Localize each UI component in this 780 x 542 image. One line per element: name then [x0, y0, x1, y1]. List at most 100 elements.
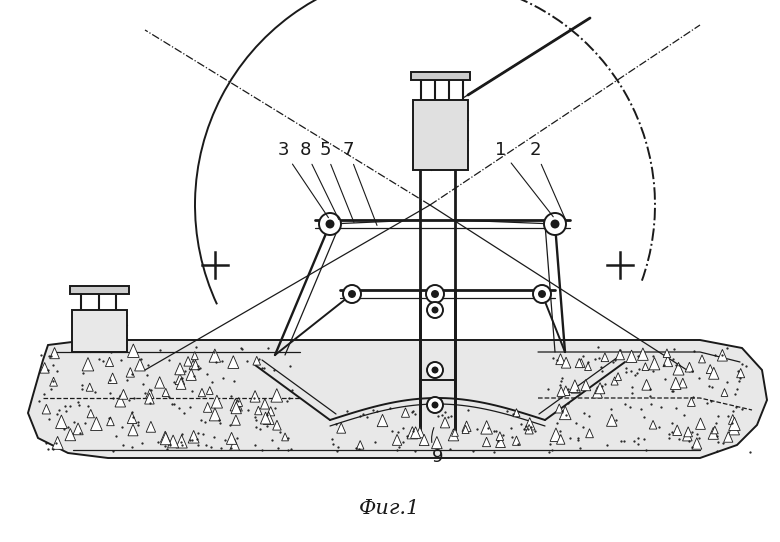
Circle shape — [426, 285, 444, 303]
Polygon shape — [228, 356, 239, 369]
Polygon shape — [569, 380, 580, 392]
Polygon shape — [52, 436, 63, 449]
Bar — [413, 100, 468, 170]
Polygon shape — [601, 353, 608, 362]
Polygon shape — [555, 404, 563, 413]
Polygon shape — [231, 402, 242, 414]
Polygon shape — [161, 433, 171, 445]
Polygon shape — [250, 391, 260, 402]
Text: 7: 7 — [342, 141, 377, 225]
Polygon shape — [649, 421, 657, 429]
Polygon shape — [562, 357, 571, 368]
Polygon shape — [146, 421, 156, 432]
Polygon shape — [550, 428, 562, 441]
Polygon shape — [684, 427, 693, 437]
Polygon shape — [55, 415, 67, 428]
Polygon shape — [407, 427, 417, 439]
Polygon shape — [524, 418, 535, 430]
Polygon shape — [378, 414, 388, 427]
Polygon shape — [718, 350, 728, 361]
Polygon shape — [73, 423, 83, 435]
Polygon shape — [581, 379, 590, 391]
Circle shape — [319, 213, 341, 235]
Polygon shape — [679, 378, 687, 388]
Polygon shape — [161, 431, 170, 442]
Circle shape — [427, 397, 443, 413]
Polygon shape — [90, 417, 102, 430]
Text: 1: 1 — [495, 141, 553, 217]
Polygon shape — [642, 363, 649, 371]
Polygon shape — [670, 377, 681, 390]
Polygon shape — [82, 358, 94, 371]
Polygon shape — [420, 434, 429, 446]
Text: 2: 2 — [530, 141, 566, 221]
Bar — [70, 286, 129, 294]
Circle shape — [539, 291, 545, 297]
Polygon shape — [682, 430, 692, 441]
Polygon shape — [144, 393, 154, 404]
Polygon shape — [708, 428, 718, 440]
Polygon shape — [729, 417, 740, 430]
Polygon shape — [685, 362, 693, 372]
Polygon shape — [271, 389, 282, 402]
Polygon shape — [711, 426, 718, 434]
Polygon shape — [562, 386, 570, 396]
Polygon shape — [28, 340, 767, 458]
Circle shape — [551, 221, 558, 228]
Circle shape — [427, 302, 443, 318]
Circle shape — [427, 362, 443, 378]
Polygon shape — [184, 357, 192, 366]
Circle shape — [432, 307, 438, 313]
Circle shape — [544, 213, 566, 235]
Polygon shape — [40, 363, 49, 373]
Polygon shape — [448, 429, 459, 441]
Polygon shape — [452, 429, 459, 436]
Polygon shape — [282, 433, 289, 441]
Polygon shape — [696, 418, 705, 429]
Polygon shape — [577, 359, 585, 367]
Polygon shape — [232, 415, 240, 425]
Polygon shape — [50, 377, 58, 386]
Polygon shape — [663, 349, 671, 358]
Polygon shape — [708, 367, 719, 379]
Polygon shape — [356, 441, 364, 449]
Polygon shape — [431, 436, 442, 449]
Text: 5: 5 — [319, 141, 354, 222]
Polygon shape — [724, 431, 733, 442]
Polygon shape — [253, 356, 261, 365]
Polygon shape — [135, 359, 145, 371]
Bar — [72, 310, 127, 352]
Polygon shape — [87, 409, 94, 418]
Circle shape — [432, 367, 438, 372]
Polygon shape — [586, 429, 594, 438]
Polygon shape — [209, 349, 221, 362]
Polygon shape — [615, 372, 622, 380]
Circle shape — [327, 221, 334, 228]
Polygon shape — [736, 369, 745, 378]
Polygon shape — [337, 423, 346, 433]
Polygon shape — [42, 404, 51, 414]
Polygon shape — [415, 427, 424, 438]
Polygon shape — [513, 409, 520, 417]
Polygon shape — [525, 424, 534, 434]
Polygon shape — [154, 377, 165, 388]
Polygon shape — [267, 406, 275, 416]
Polygon shape — [209, 408, 221, 421]
Polygon shape — [687, 397, 695, 406]
Polygon shape — [127, 344, 139, 357]
Polygon shape — [261, 399, 269, 409]
Polygon shape — [642, 379, 651, 390]
Polygon shape — [512, 436, 520, 446]
Polygon shape — [65, 428, 76, 441]
Polygon shape — [556, 354, 566, 365]
Polygon shape — [559, 406, 571, 420]
Polygon shape — [575, 358, 583, 367]
Text: Фиг.1: Фиг.1 — [360, 499, 420, 518]
Polygon shape — [235, 397, 243, 406]
Text: 9: 9 — [431, 428, 444, 466]
Polygon shape — [254, 406, 262, 415]
Polygon shape — [692, 438, 702, 449]
Polygon shape — [699, 355, 705, 363]
Polygon shape — [584, 363, 591, 371]
Polygon shape — [571, 383, 580, 393]
